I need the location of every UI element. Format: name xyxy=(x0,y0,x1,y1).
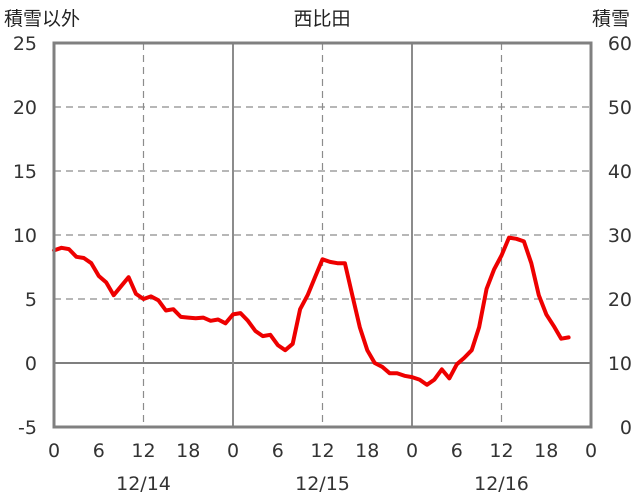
x-axis-hour-ticks: 0 6 12 18 0 6 12 18 0 6 12 18 0 xyxy=(48,440,597,462)
grid-lines xyxy=(54,43,591,427)
right-tick-label: 10 xyxy=(608,353,632,375)
right-tick-label: 30 xyxy=(608,225,632,247)
left-tick-label: 20 xyxy=(13,97,37,119)
plot-frame xyxy=(52,41,593,429)
temperature-line xyxy=(52,235,571,387)
date-label: 12/16 xyxy=(474,473,529,495)
hour-tick-label: 6 xyxy=(451,440,463,462)
hour-tick-label: 18 xyxy=(176,440,200,462)
left-tick-label: 5 xyxy=(25,289,37,311)
x-axis-date-labels: 12/14 12/15 12/16 xyxy=(116,473,529,495)
left-axis-label: 積雪以外 xyxy=(4,8,80,30)
right-tick-label: 60 xyxy=(608,33,632,55)
hour-tick-label: 18 xyxy=(355,440,379,462)
left-tick-label: 25 xyxy=(13,33,37,55)
hour-tick-label: 12 xyxy=(489,440,513,462)
left-tick-label: 0 xyxy=(25,353,37,375)
date-label: 12/15 xyxy=(295,473,350,495)
right-axis-label: 積雪 xyxy=(592,8,630,30)
left-tick-label: 10 xyxy=(13,225,37,247)
left-tick-label: 15 xyxy=(13,161,37,183)
hour-tick-label: 6 xyxy=(272,440,284,462)
data-series xyxy=(52,235,571,429)
hour-tick-label: 0 xyxy=(585,440,597,462)
right-tick-label: 40 xyxy=(608,161,632,183)
right-tick-label: 20 xyxy=(608,289,632,311)
chart-title: 西比田 xyxy=(293,8,350,30)
hour-tick-label: 6 xyxy=(93,440,105,462)
right-tick-label: 50 xyxy=(608,97,632,119)
hour-tick-label: 12 xyxy=(310,440,334,462)
date-label: 12/14 xyxy=(116,473,171,495)
hour-tick-label: 0 xyxy=(227,440,239,462)
left-axis-ticks: -5 0 5 10 15 20 25 xyxy=(13,33,37,439)
hour-tick-label: 18 xyxy=(534,440,558,462)
hour-tick-label: 0 xyxy=(48,440,60,462)
right-tick-label: 0 xyxy=(620,417,632,439)
right-axis-ticks: 0 10 20 30 40 50 60 xyxy=(608,33,632,439)
hour-tick-label: 12 xyxy=(131,440,155,462)
left-tick-label: -5 xyxy=(18,417,37,439)
hour-tick-label: 0 xyxy=(406,440,418,462)
